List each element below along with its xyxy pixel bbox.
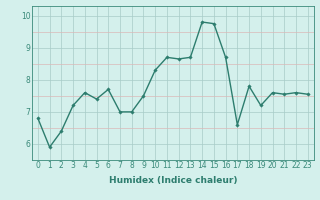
X-axis label: Humidex (Indice chaleur): Humidex (Indice chaleur): [108, 176, 237, 185]
